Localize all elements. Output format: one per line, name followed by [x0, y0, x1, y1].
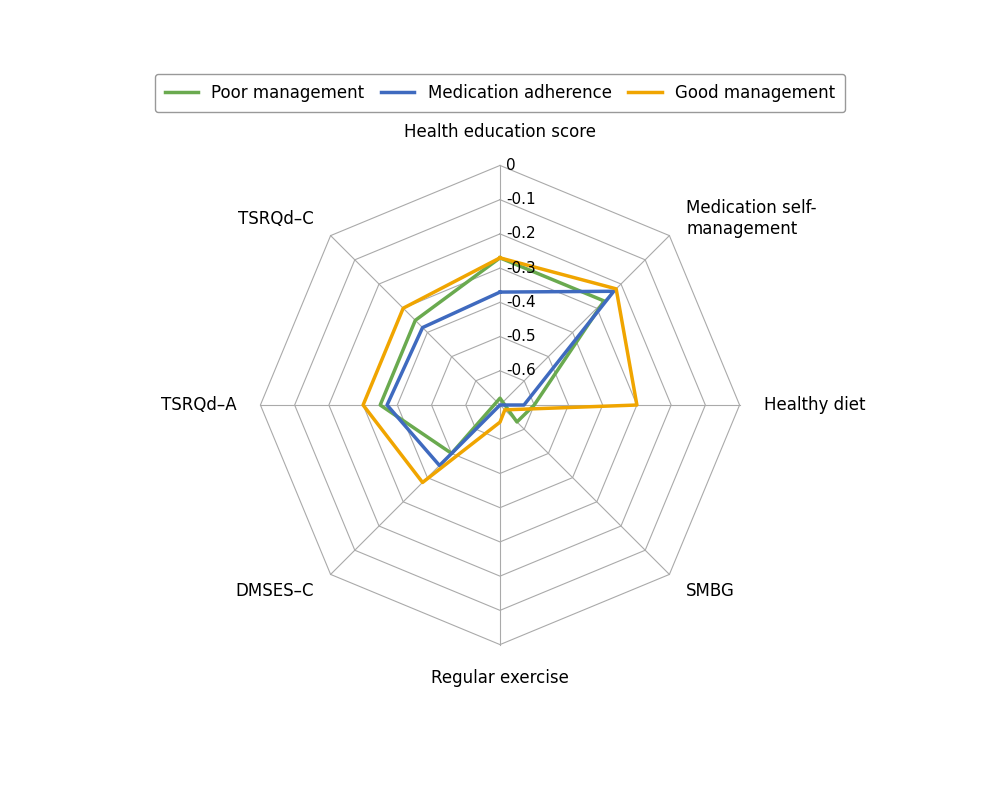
Text: -0.1: -0.1 [506, 192, 536, 208]
Text: -0.5: -0.5 [506, 329, 536, 344]
Text: -0.2: -0.2 [506, 227, 536, 242]
Text: 0: 0 [506, 158, 516, 173]
Text: Regular exercise: Regular exercise [431, 668, 569, 687]
Text: TSRQd–A: TSRQd–A [161, 396, 236, 414]
Text: -0.4: -0.4 [506, 295, 536, 310]
Text: Healthy diet: Healthy diet [764, 396, 865, 414]
Text: DMSES–C: DMSES–C [235, 582, 314, 600]
Text: -0.3: -0.3 [506, 261, 536, 276]
Text: SMBG: SMBG [686, 582, 735, 600]
Text: TSRQd–C: TSRQd–C [238, 210, 314, 227]
Text: Health education score: Health education score [404, 124, 596, 142]
Legend: Poor management, Medication adherence, Good management: Poor management, Medication adherence, G… [155, 74, 845, 112]
Text: -0.6: -0.6 [506, 364, 536, 379]
Text: Medication self-
management: Medication self- management [686, 200, 817, 238]
